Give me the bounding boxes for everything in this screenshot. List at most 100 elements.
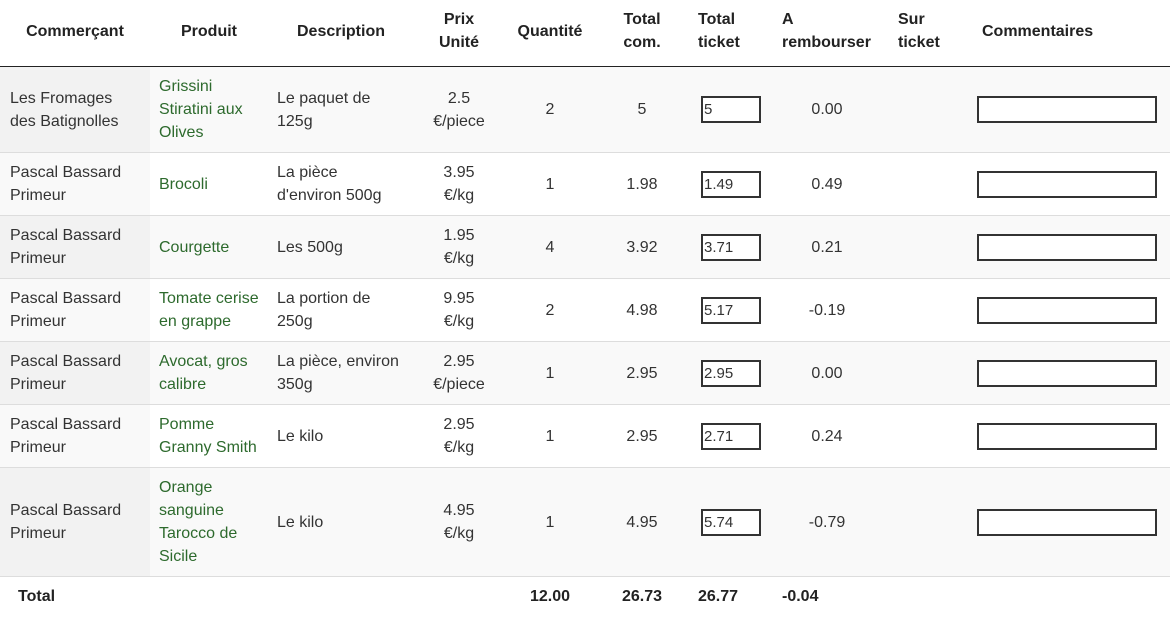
quantity-cell: 2 xyxy=(504,66,596,153)
unit-price-unit: €/kg xyxy=(443,313,475,330)
comment-cell xyxy=(964,215,1170,279)
header-total-ticket-l1: Total xyxy=(698,11,736,28)
table-row: Pascal Bassard Primeur Pomme Granny Smit… xyxy=(0,404,1170,468)
comment-cell xyxy=(964,152,1170,216)
unit-price-unit: €/kg xyxy=(443,439,475,456)
total-com-cell: 3.92 xyxy=(596,215,688,279)
unit-price-cell: 3.95 €/kg xyxy=(414,152,504,216)
total-empty-product xyxy=(150,576,268,617)
quantity-cell: 1 xyxy=(504,341,596,405)
refund-cell: -0.79 xyxy=(774,467,880,577)
unit-price-unit: €/kg xyxy=(443,250,475,267)
total-ticket-input[interactable] xyxy=(701,296,761,324)
merchant-cell: Pascal Bassard Primeur xyxy=(0,278,150,342)
header-refund-l2: rembourser xyxy=(782,34,871,51)
total-ticket-input[interactable] xyxy=(701,170,761,198)
unit-price-cell: 1.95 €/kg xyxy=(414,215,504,279)
total-ticket-input[interactable] xyxy=(701,422,761,450)
total-refund: -0.04 xyxy=(774,576,880,617)
comment-cell xyxy=(964,404,1170,468)
product-link[interactable]: Tomate cerise en grappe xyxy=(150,278,268,342)
header-unit-price-l2: Unité xyxy=(439,34,479,51)
header-product: Produit xyxy=(150,0,268,67)
refund-cell: 0.24 xyxy=(774,404,880,468)
on-ticket-cell xyxy=(880,467,964,577)
unit-price-value: 2.95 xyxy=(443,416,475,433)
total-quantity: 12.00 xyxy=(504,576,596,617)
table-row: Pascal Bassard Primeur Tomate cerise en … xyxy=(0,278,1170,342)
on-ticket-cell xyxy=(880,278,964,342)
total-ticket-cell xyxy=(688,66,774,153)
table-row: Les Fromages des Batignolles Grissini St… xyxy=(0,66,1170,153)
description-cell: Le kilo xyxy=(268,467,414,577)
comment-input[interactable] xyxy=(977,296,1157,324)
merchant-cell: Les Fromages des Batignolles xyxy=(0,66,150,153)
unit-price-unit: €/piece xyxy=(433,112,485,130)
merchant-cell: Pascal Bassard Primeur xyxy=(0,341,150,405)
product-link[interactable]: Brocoli xyxy=(150,152,268,216)
header-total-ticket-l2: ticket xyxy=(698,34,740,51)
comment-input[interactable] xyxy=(977,96,1157,123)
comment-input[interactable] xyxy=(977,422,1157,450)
refund-cell: 0.49 xyxy=(774,152,880,216)
description-cell: La pièce d'environ 500g xyxy=(268,152,414,216)
comment-cell xyxy=(964,278,1170,342)
product-link[interactable]: Orange sanguine Tarocco de Sicile xyxy=(150,467,268,577)
header-row: Commerçant Produit Description Prix Unité… xyxy=(0,0,1170,67)
total-com-cell: 2.95 xyxy=(596,404,688,468)
header-description: Description xyxy=(268,0,414,67)
total-ticket-cell xyxy=(688,278,774,342)
product-link[interactable]: Avocat, gros calibre xyxy=(150,341,268,405)
header-on-ticket: Sur ticket xyxy=(880,0,964,67)
unit-price-cell: 4.95 €/kg xyxy=(414,467,504,577)
total-ticket-input[interactable] xyxy=(701,96,761,123)
total-ticket-input[interactable] xyxy=(701,359,761,387)
on-ticket-cell xyxy=(880,215,964,279)
header-comments: Commentaires xyxy=(964,0,1170,67)
header-total-ticket: Total ticket xyxy=(688,0,774,67)
comment-input[interactable] xyxy=(977,170,1157,198)
refund-cell: 0.21 xyxy=(774,215,880,279)
product-link[interactable]: Pomme Granny Smith xyxy=(150,404,268,468)
total-ticket-input[interactable] xyxy=(701,233,761,261)
header-on-ticket-l1: Sur xyxy=(898,11,925,28)
header-total-com: Total com. xyxy=(596,0,688,67)
header-unit-price: Prix Unité xyxy=(414,0,504,67)
header-total-com-l1: Total xyxy=(623,11,661,28)
total-ticket-cell xyxy=(688,341,774,405)
quantity-cell: 4 xyxy=(504,215,596,279)
total-ticket-input[interactable] xyxy=(701,508,761,536)
total-empty-on-ticket xyxy=(880,576,964,617)
header-refund-l1: A xyxy=(782,11,794,28)
table-row: Pascal Bassard Primeur Brocoli La pièce … xyxy=(0,152,1170,216)
header-merchant: Commerçant xyxy=(0,0,150,67)
on-ticket-cell xyxy=(880,66,964,153)
total-empty-description xyxy=(268,576,414,617)
total-ticket-cell xyxy=(688,404,774,468)
unit-price-cell: 9.95 €/kg xyxy=(414,278,504,342)
table-row: Pascal Bassard Primeur Courgette Les 500… xyxy=(0,215,1170,279)
total-ticket-cell xyxy=(688,152,774,216)
total-com-cell: 4.98 xyxy=(596,278,688,342)
merchant-cell: Pascal Bassard Primeur xyxy=(0,467,150,577)
comment-input[interactable] xyxy=(977,233,1157,261)
total-ticket-cell xyxy=(688,467,774,577)
description-cell: La portion de 250g xyxy=(268,278,414,342)
merchant-cell: Pascal Bassard Primeur xyxy=(0,152,150,216)
comment-input[interactable] xyxy=(977,508,1157,536)
unit-price-value: 9.95 xyxy=(443,290,475,307)
table-row: Pascal Bassard Primeur Avocat, gros cali… xyxy=(0,341,1170,405)
unit-price-unit: €/piece xyxy=(433,376,485,393)
product-link[interactable]: Grissini Stiratini aux Olives xyxy=(150,66,268,153)
comment-input[interactable] xyxy=(977,359,1157,387)
total-ticket: 26.77 xyxy=(688,576,774,617)
description-cell: Les 500g xyxy=(268,215,414,279)
description-cell: Le kilo xyxy=(268,404,414,468)
order-reconciliation-table: Commerçant Produit Description Prix Unité… xyxy=(0,0,1170,617)
product-link[interactable]: Courgette xyxy=(150,215,268,279)
header-total-com-l2: com. xyxy=(623,34,661,51)
unit-price-value: 3.95 xyxy=(443,164,475,181)
unit-price-cell: 2.95 €/piece xyxy=(414,341,504,405)
comment-cell xyxy=(964,66,1170,153)
